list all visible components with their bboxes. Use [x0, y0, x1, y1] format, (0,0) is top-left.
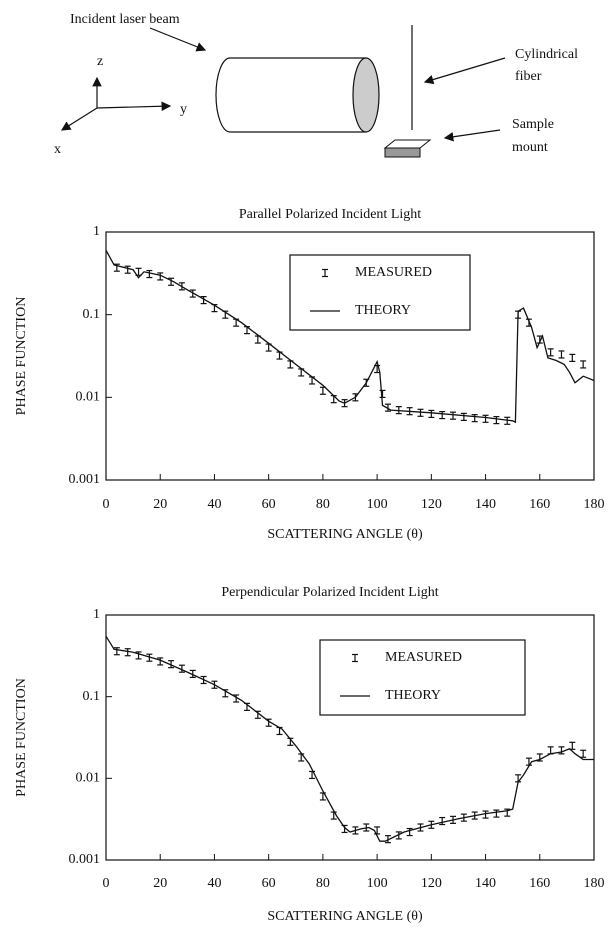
axis-label: x	[54, 142, 61, 157]
mount-side	[385, 148, 420, 157]
measured-point	[428, 410, 434, 417]
y-tick-label: 1	[93, 224, 100, 239]
cylinder-end	[353, 58, 379, 132]
legend: MEASURED THEORY	[290, 255, 470, 330]
measured-point	[331, 396, 337, 403]
axis-label: z	[97, 54, 103, 69]
chart-title: Perpendicular Polarized Incident Light	[221, 585, 438, 600]
legend-label: THEORY	[355, 303, 411, 318]
x-axis-label: SCATTERING ANGLE (θ)	[267, 909, 423, 924]
arrow	[150, 28, 205, 50]
measured-point	[580, 750, 586, 757]
mount-label: mount	[512, 140, 548, 155]
measured-point	[558, 351, 564, 358]
legend: MEASURED THEORY	[320, 640, 525, 715]
x-tick-label: 140	[475, 876, 496, 891]
x-tick-label: 40	[207, 497, 221, 512]
y-tick-label: 1	[93, 607, 100, 622]
axis-label: y	[180, 102, 187, 117]
x-axis-label: SCATTERING ANGLE (θ)	[267, 527, 423, 542]
measured-point	[493, 417, 499, 424]
y-tick-label: 0.1	[83, 689, 101, 704]
chart: Parallel Polarized Incident Light 0.001 0.…	[14, 207, 604, 542]
measured-point	[380, 390, 386, 397]
measured-point	[146, 271, 152, 278]
y-tick-label: 0.1	[83, 307, 101, 322]
chart-title: Parallel Polarized Incident Light	[239, 207, 421, 222]
x-axis	[62, 108, 97, 130]
fiber-label: fiber	[515, 69, 542, 84]
measured-point	[439, 412, 445, 419]
mount-label: Sample	[512, 117, 554, 132]
y-tick-label: 0.001	[69, 472, 101, 487]
x-tick-label: 80	[316, 497, 330, 512]
measured-point	[320, 387, 326, 394]
x-tick-label: 20	[153, 497, 167, 512]
measured-point	[569, 354, 575, 361]
chart: Perpendicular Polarized Incident Light 0.…	[14, 585, 604, 924]
x-tick-label: 160	[529, 497, 550, 512]
y-tick-label: 0.001	[69, 852, 101, 867]
figure: Incident laser beam z y x Cylindrical fi…	[0, 0, 612, 934]
y-axis	[97, 106, 170, 108]
measured-point	[461, 413, 467, 420]
measured-point	[569, 742, 575, 749]
x-tick-label: 80	[316, 876, 330, 891]
beam-label: Incident laser beam	[70, 12, 180, 27]
arrow	[445, 130, 500, 138]
setup-diagram: Incident laser beam z y x Cylindrical fi…	[54, 12, 578, 157]
x-tick-label: 60	[262, 497, 276, 512]
x-tick-label: 120	[421, 876, 442, 891]
page: Incident laser beam z y x Cylindrical fi…	[0, 0, 612, 934]
measured-point	[493, 810, 499, 817]
x-tick-label: 100	[367, 876, 388, 891]
y-axis-label: PHASE FUNCTION	[14, 297, 29, 416]
x-tick-label: 0	[103, 497, 110, 512]
fiber-label: Cylindrical	[515, 47, 578, 62]
x-tick-label: 140	[475, 497, 496, 512]
y-tick-label: 0.01	[76, 771, 101, 786]
legend-label: MEASURED	[355, 265, 432, 280]
legend-label: MEASURED	[385, 650, 462, 665]
x-tick-label: 180	[584, 497, 605, 512]
measured-point	[483, 415, 489, 422]
y-tick-label: 0.01	[76, 390, 101, 405]
x-tick-label: 40	[207, 876, 221, 891]
x-tick-label: 100	[367, 497, 388, 512]
mount-top	[385, 140, 430, 148]
x-tick-label: 20	[153, 876, 167, 891]
measured-point	[450, 412, 456, 419]
measured-point	[472, 415, 478, 422]
cylinder	[216, 58, 366, 132]
x-tick-label: 180	[584, 876, 605, 891]
x-tick-label: 160	[529, 876, 550, 891]
arrow	[425, 58, 505, 82]
measured-point	[548, 349, 554, 356]
y-axis-label: PHASE FUNCTION	[14, 678, 29, 797]
legend-label: THEORY	[385, 688, 441, 703]
measured-point	[580, 361, 586, 368]
x-tick-label: 60	[262, 876, 276, 891]
x-tick-label: 120	[421, 497, 442, 512]
x-tick-label: 0	[103, 876, 110, 891]
